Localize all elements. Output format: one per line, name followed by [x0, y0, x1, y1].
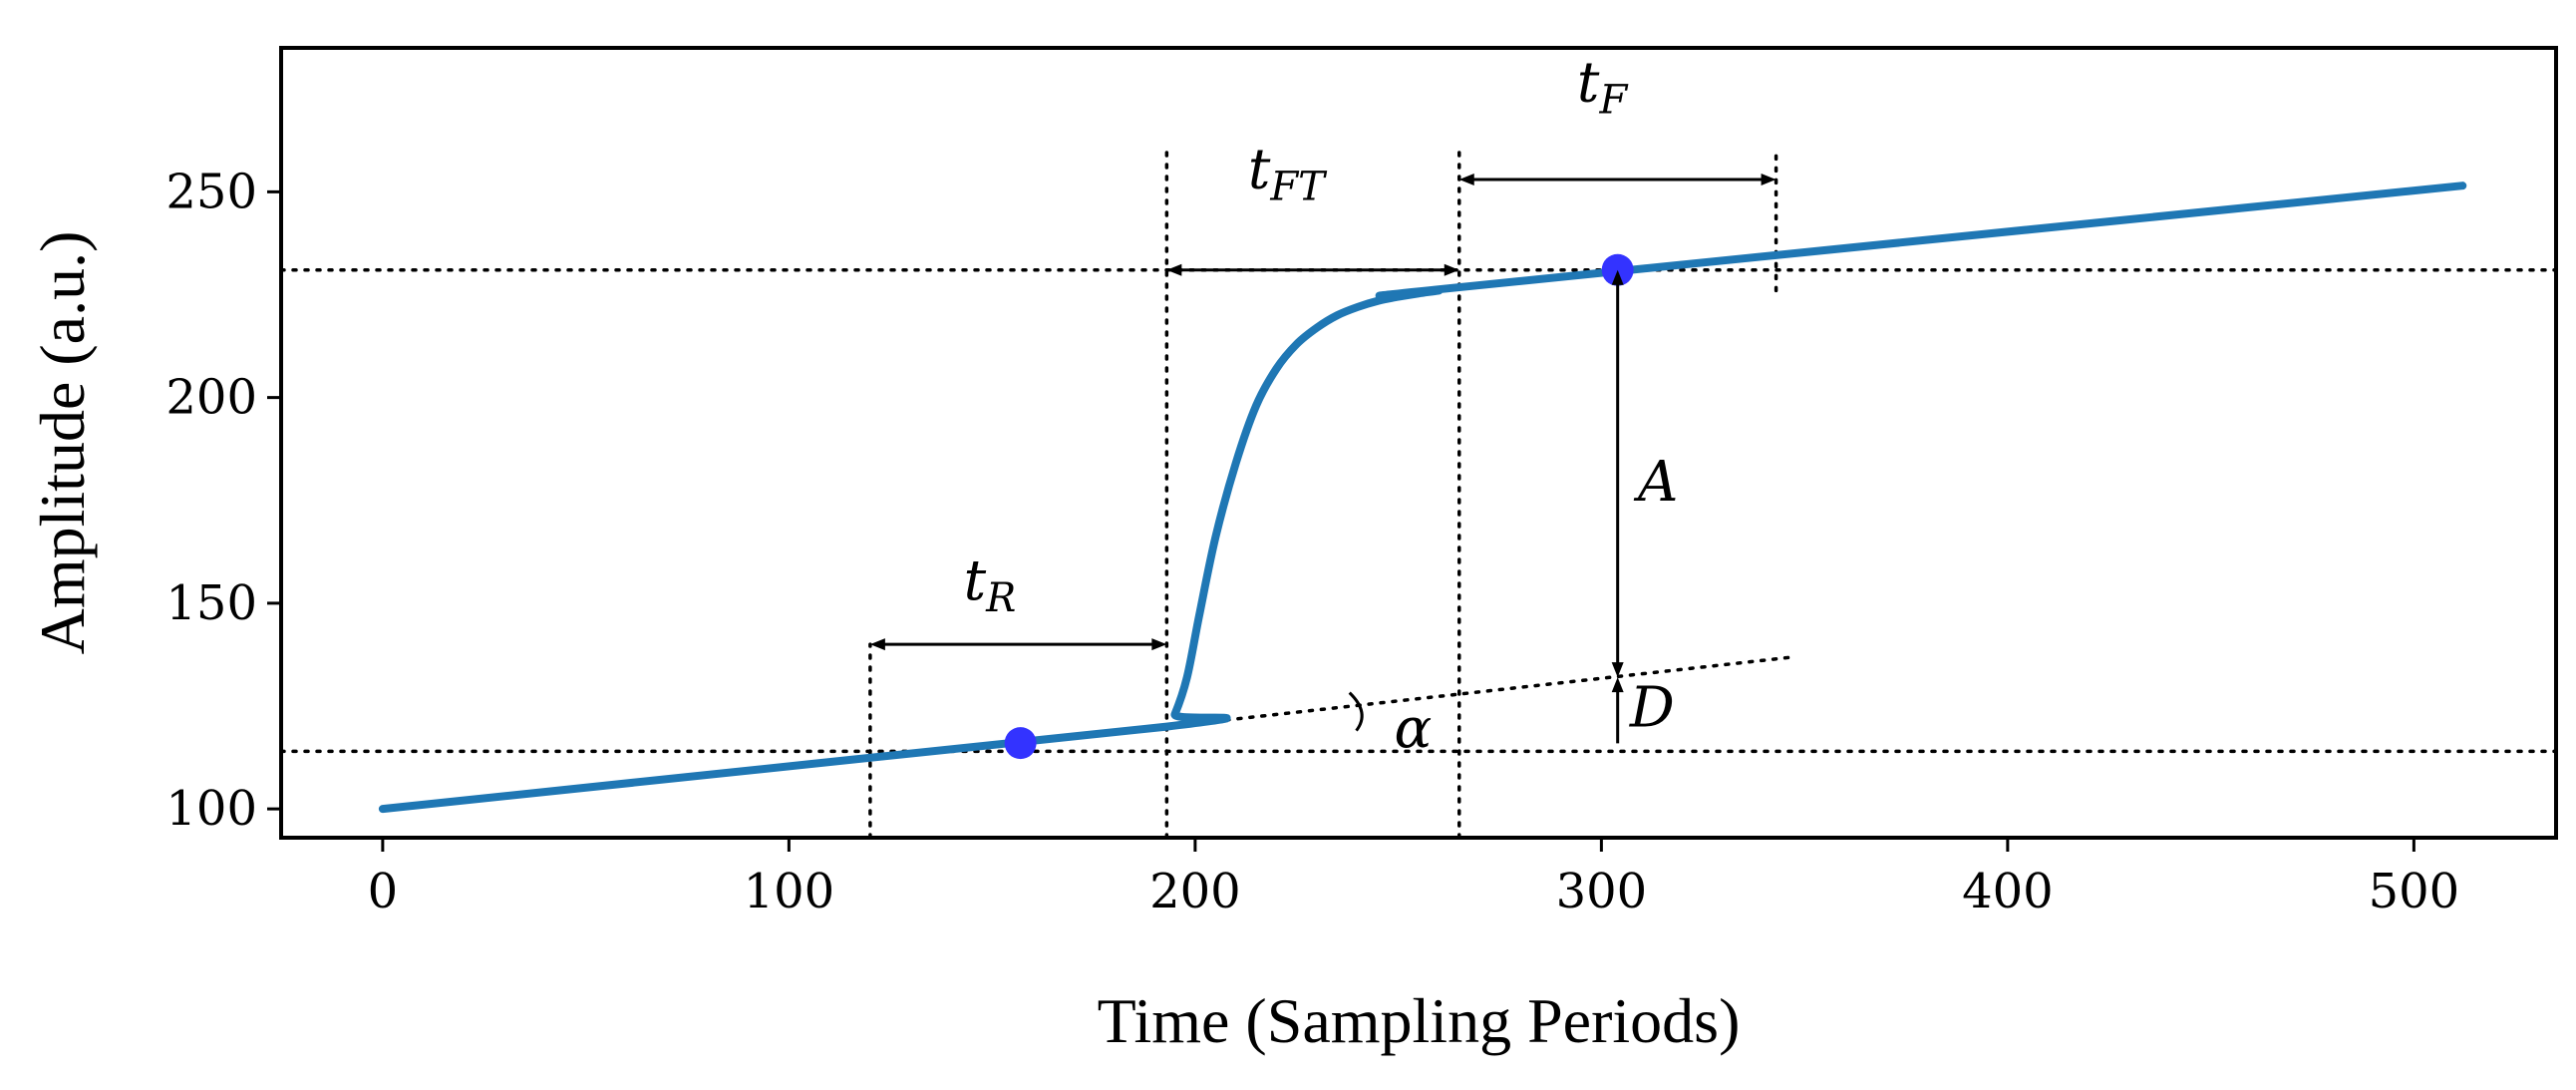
x-tick-label-200: 200: [1149, 864, 1241, 919]
x-tick-label-0: 0: [368, 864, 399, 919]
y-tick-label-250: 250: [165, 164, 257, 219]
x-tick-label-500: 500: [2369, 864, 2460, 919]
alpha-label: α: [1395, 696, 1433, 761]
t-r-label-sub: R: [985, 575, 1016, 621]
rise-point-marker: [1004, 727, 1037, 760]
t-ft-label-main: t: [1248, 137, 1271, 201]
d-label: D: [1629, 676, 1675, 741]
t-f-arrowhead-left: [1458, 174, 1474, 185]
d-arrowhead-top: [1611, 677, 1624, 693]
d-label-main: D: [1629, 676, 1675, 741]
plot-frame: [279, 46, 2558, 840]
x-tick-label-100: 100: [744, 864, 835, 919]
t-f-label-main: t: [1577, 51, 1600, 116]
a-arrowhead-top: [1611, 269, 1624, 285]
series-signal-line: [378, 182, 2467, 814]
y-tick-label-150: 150: [165, 575, 257, 631]
t-f-label: tF: [1577, 51, 1629, 124]
t-ft-arrowhead-left: [1166, 263, 1182, 276]
t-r-arrowhead-right: [1151, 638, 1167, 651]
alpha-label-main: α: [1395, 696, 1433, 761]
y-axis-title: Amplitude (a.u.): [27, 231, 98, 655]
t-r-label: tR: [964, 548, 1017, 621]
slope-extension-line: [1164, 654, 1798, 729]
a-arrowhead-bottom: [1611, 662, 1624, 678]
a-label: A: [1633, 450, 1678, 515]
axes: 0 100 200 300 400 500 100 150 200 250: [165, 164, 2459, 919]
t-f-arrowhead-right: [1761, 174, 1776, 185]
t-ft-label-sub: FT: [1269, 164, 1328, 209]
y-tick-label-200: 200: [165, 370, 257, 426]
t-r-label-main: t: [964, 548, 987, 613]
alpha-angle-arc: [1348, 691, 1364, 732]
x-tick-label-300: 300: [1556, 864, 1648, 919]
x-tick-label-400: 400: [1962, 864, 2054, 919]
t-ft-arrowhead-right: [1444, 263, 1459, 276]
y-tick-label-100: 100: [165, 781, 257, 837]
t-f-label-sub: F: [1598, 78, 1628, 124]
x-axis-title: Time (Sampling Periods): [1098, 985, 1741, 1056]
a-label-main: A: [1633, 450, 1678, 515]
t-ft-label: tFT: [1248, 137, 1328, 209]
t-r-arrowhead-left: [869, 638, 885, 651]
